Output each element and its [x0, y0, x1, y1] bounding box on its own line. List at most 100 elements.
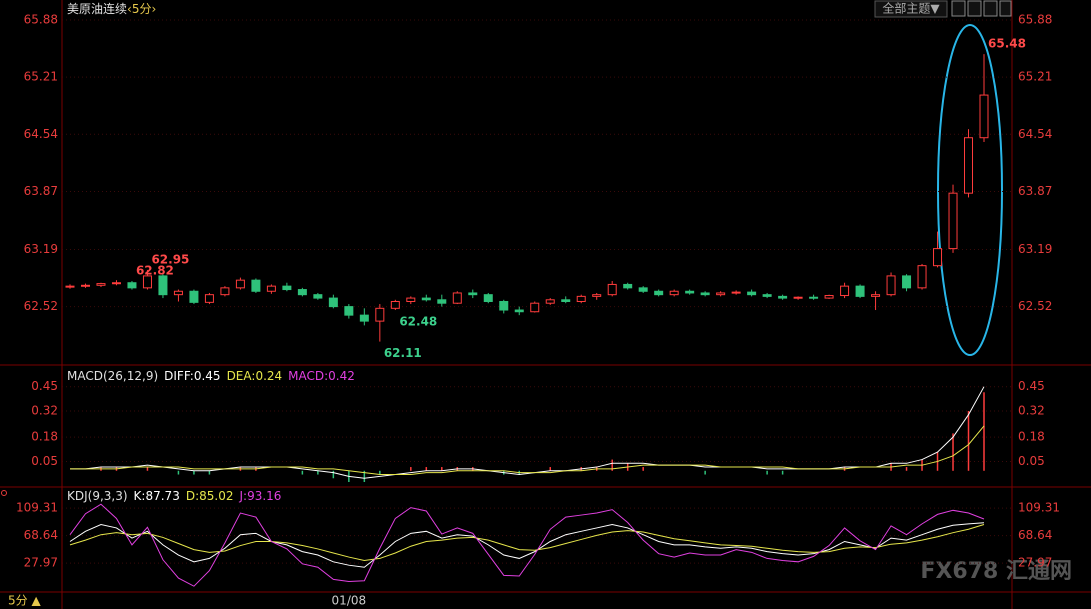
candle-body [390, 300, 400, 309]
theme-button-label[interactable]: 全部主题▼ [882, 1, 940, 16]
candle-body [80, 284, 90, 287]
legend-value: 93.16 [247, 489, 281, 503]
candle-body [282, 285, 292, 291]
series-line [69, 503, 985, 587]
candle-body [483, 294, 493, 302]
y-tick-label: 0.32 [31, 403, 58, 417]
legend-value: 87.73 [145, 489, 179, 503]
candle-body [235, 279, 245, 289]
extreme-label: 62.95 [151, 252, 189, 266]
candle-body [421, 297, 431, 301]
y-tick-label: 62.52 [24, 299, 58, 313]
y-tick-label: 65.21 [1018, 70, 1052, 84]
candle-body [251, 279, 261, 292]
candle-body [173, 290, 183, 296]
candle-body [375, 307, 385, 322]
chart-title: 美原油连续‹5分› [67, 1, 156, 16]
candle-body [576, 295, 586, 302]
candle-body [344, 306, 354, 316]
y-tick-label: 0.18 [1018, 430, 1045, 444]
candle-body [204, 294, 214, 303]
legend-name: DIFF: [164, 369, 194, 383]
candle-body [530, 302, 540, 313]
candle-body [468, 292, 478, 296]
legend-value: 0.24 [255, 369, 282, 383]
y-tick-label: 65.21 [24, 70, 58, 84]
y-tick-label: 0.05 [1018, 454, 1045, 468]
y-tick-label: 109.31 [1018, 501, 1060, 515]
highlight-ellipse [937, 24, 1003, 356]
candle-body [762, 294, 772, 297]
y-tick-label: 65.88 [1018, 13, 1052, 27]
candle-body [731, 291, 741, 294]
candle-body [561, 299, 571, 302]
period-status[interactable]: 5分 ▲ [8, 594, 41, 608]
y-tick-label: 0.45 [31, 379, 58, 393]
candle-body [638, 287, 648, 292]
marker-dot [1, 490, 7, 496]
series-line [69, 522, 985, 568]
candle-body [700, 292, 710, 296]
candle-body [747, 291, 757, 296]
candle-body [654, 290, 664, 296]
x-tick-label: 01/08 [332, 594, 367, 608]
candle-body [328, 297, 338, 308]
candle-body [266, 285, 276, 292]
y-tick-label: 68.64 [24, 528, 58, 542]
candle-body [793, 296, 803, 299]
candle-body [933, 248, 943, 267]
y-tick-label: 62.52 [1018, 299, 1052, 313]
legend-title: KDJ(9,3,3) [67, 489, 128, 503]
candle-body [623, 283, 633, 289]
y-tick-label: 63.19 [24, 242, 58, 256]
candle-body [685, 290, 695, 294]
theme-button[interactable] [874, 0, 948, 18]
y-tick-label: 65.88 [24, 13, 58, 27]
legend-name: DEA: [227, 369, 256, 383]
extreme-label: 65.48 [988, 37, 1026, 51]
legend-value: 0.42 [328, 369, 355, 383]
candle-body [111, 282, 121, 285]
candle-body [964, 137, 974, 194]
legend-name: J: [238, 489, 247, 503]
toolbar-icons[interactable] [951, 0, 1012, 17]
y-tick-label: 0.05 [31, 454, 58, 468]
candle-body [96, 283, 106, 286]
y-tick-label: 63.87 [1018, 184, 1052, 198]
extreme-label: 62.82 [136, 264, 174, 278]
candle-body [886, 275, 896, 296]
legend-name: MACD: [288, 369, 328, 383]
candle-body [917, 265, 927, 289]
series-line [70, 386, 985, 479]
series-line [69, 524, 985, 561]
legend-name: D: [186, 489, 199, 503]
candle-body [669, 290, 679, 296]
candle-body [189, 290, 199, 303]
candle-body [778, 295, 788, 299]
candle-body [437, 299, 447, 304]
candle-body [824, 295, 834, 299]
candle-body [855, 285, 865, 297]
y-tick-label: 109.31 [16, 501, 58, 515]
candle-body [871, 294, 881, 297]
candle-body [359, 314, 369, 322]
y-tick-label: 68.64 [1018, 528, 1052, 542]
y-tick-label: 27.97 [1018, 556, 1052, 570]
candle-body [902, 275, 912, 289]
y-tick-label: 0.45 [1018, 379, 1045, 393]
candle-body [979, 94, 989, 139]
candle-body [948, 192, 958, 250]
legend-value: 0.45 [194, 369, 221, 383]
y-tick-label: 63.19 [1018, 242, 1052, 256]
legend-value: 85.02 [199, 489, 233, 503]
extreme-label: 62.11 [384, 346, 422, 360]
candle-body [220, 287, 230, 296]
extreme-label: 62.48 [399, 315, 437, 329]
candle-body [514, 309, 524, 313]
candle-body [406, 297, 416, 302]
candle-body [158, 275, 168, 296]
y-tick-label: 63.87 [24, 184, 58, 198]
candle-body [499, 300, 509, 311]
